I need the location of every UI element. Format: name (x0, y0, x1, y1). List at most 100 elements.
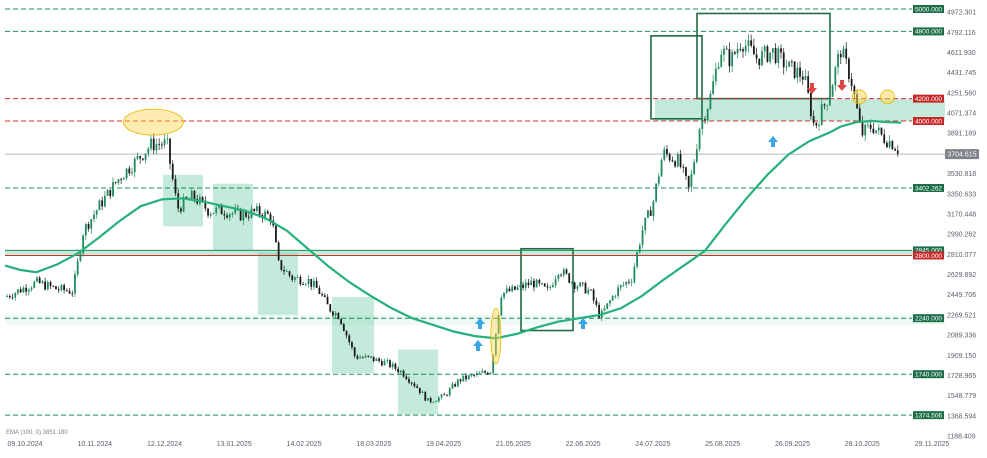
candle-body (614, 295, 617, 297)
candle-body (864, 124, 867, 136)
levels (5, 8, 945, 416)
candle-body (742, 49, 744, 52)
x-tick-label: 24.07.2025 (635, 441, 670, 448)
candle-body (44, 281, 47, 290)
candle-body (641, 230, 644, 246)
candle-body (698, 129, 701, 150)
candle-body (638, 245, 641, 253)
candle-body (663, 149, 666, 160)
candle-body (617, 287, 619, 296)
candle-body (590, 289, 592, 291)
candle-body (712, 81, 715, 94)
candle-body (242, 211, 245, 221)
current-price-label: 3704.615 (947, 152, 976, 159)
candle-body (163, 139, 166, 146)
candle-body (264, 211, 266, 219)
candle-body (815, 122, 818, 126)
candle-body (508, 288, 511, 292)
candle-body (731, 52, 734, 67)
level-tag (913, 251, 944, 260)
candle-body (158, 144, 161, 145)
candle-body (103, 195, 106, 207)
candle-body (337, 312, 340, 320)
candle-body (579, 282, 581, 287)
level-tag-label: 3402.262 (915, 185, 942, 192)
candle-body (269, 213, 272, 221)
candle-body (454, 384, 457, 387)
candle-body (372, 356, 375, 362)
candle-body (465, 375, 467, 380)
candle-body (557, 274, 560, 280)
x-tick-label: 13.01.2025 (217, 441, 252, 448)
arrow-down-icon (837, 80, 847, 91)
candle-body (84, 223, 87, 236)
candle-body (714, 68, 717, 82)
candle-body (22, 287, 25, 293)
candle-body (834, 67, 837, 86)
candle-body (152, 138, 155, 151)
candle-body (666, 149, 668, 155)
candle-body (256, 206, 258, 211)
candle-body (288, 271, 291, 276)
candle-body (505, 288, 508, 293)
candle-body (226, 215, 228, 218)
candle-body (750, 40, 753, 46)
candle-body (829, 96, 831, 106)
candle-body (782, 52, 785, 68)
candle-body (71, 293, 74, 295)
y-tick-label: 4251.560 (947, 90, 976, 97)
candle-body (796, 67, 799, 78)
candle-body (6, 296, 8, 297)
candle-body (595, 300, 598, 305)
candle-body (780, 48, 782, 53)
candle-body (76, 260, 79, 275)
y-tick-label: 3170.448 (947, 211, 976, 218)
candle-body (823, 104, 826, 106)
candle-body (209, 213, 212, 216)
level-tag-label: 4800.000 (915, 29, 942, 36)
y-tick-label: 4792.116 (947, 30, 976, 37)
candle-body (421, 391, 424, 393)
candle-body (364, 355, 367, 358)
candle-body (378, 358, 381, 361)
candle-body (141, 158, 144, 160)
candle-body (777, 48, 780, 63)
candle-body (609, 300, 611, 304)
candle-body (36, 277, 38, 282)
candle-body (568, 273, 571, 283)
y-tick-label: 2269.521 (947, 312, 976, 319)
candle-body (408, 379, 410, 383)
candle-body (755, 54, 758, 59)
arrow-up-icon (475, 318, 485, 329)
candle-body (628, 281, 630, 283)
candle-body (676, 154, 679, 167)
candle-body (128, 168, 131, 174)
candle-body (883, 134, 886, 143)
candle-body (397, 368, 400, 373)
candle-body (820, 104, 823, 126)
candle-body (839, 53, 842, 58)
candle-body (826, 105, 829, 107)
x-tick-label: 12.12.2024 (147, 441, 182, 448)
zone-box (332, 296, 374, 374)
candle-body (19, 289, 22, 293)
candle-body (101, 200, 104, 207)
candle-body (546, 286, 549, 288)
candle-body (484, 371, 486, 373)
level-tag-label: 2800.000 (915, 253, 942, 260)
zones (5, 12, 945, 415)
candle-body (685, 167, 687, 176)
candle-body (584, 282, 587, 294)
x-tick-label: 22.06.2025 (566, 441, 601, 448)
candle-body (774, 48, 777, 63)
y-tick-label: 3350.633 (947, 191, 976, 198)
candle-body (842, 48, 845, 58)
candle-body (27, 289, 30, 292)
candle-body (799, 67, 801, 77)
candle-body (655, 183, 658, 202)
candle-body (340, 319, 343, 324)
candle-body (386, 360, 389, 362)
candle-body (652, 201, 655, 216)
level-labels: 5000.000 4800.000 4200.000 4000.000 3402.262… (913, 5, 979, 419)
